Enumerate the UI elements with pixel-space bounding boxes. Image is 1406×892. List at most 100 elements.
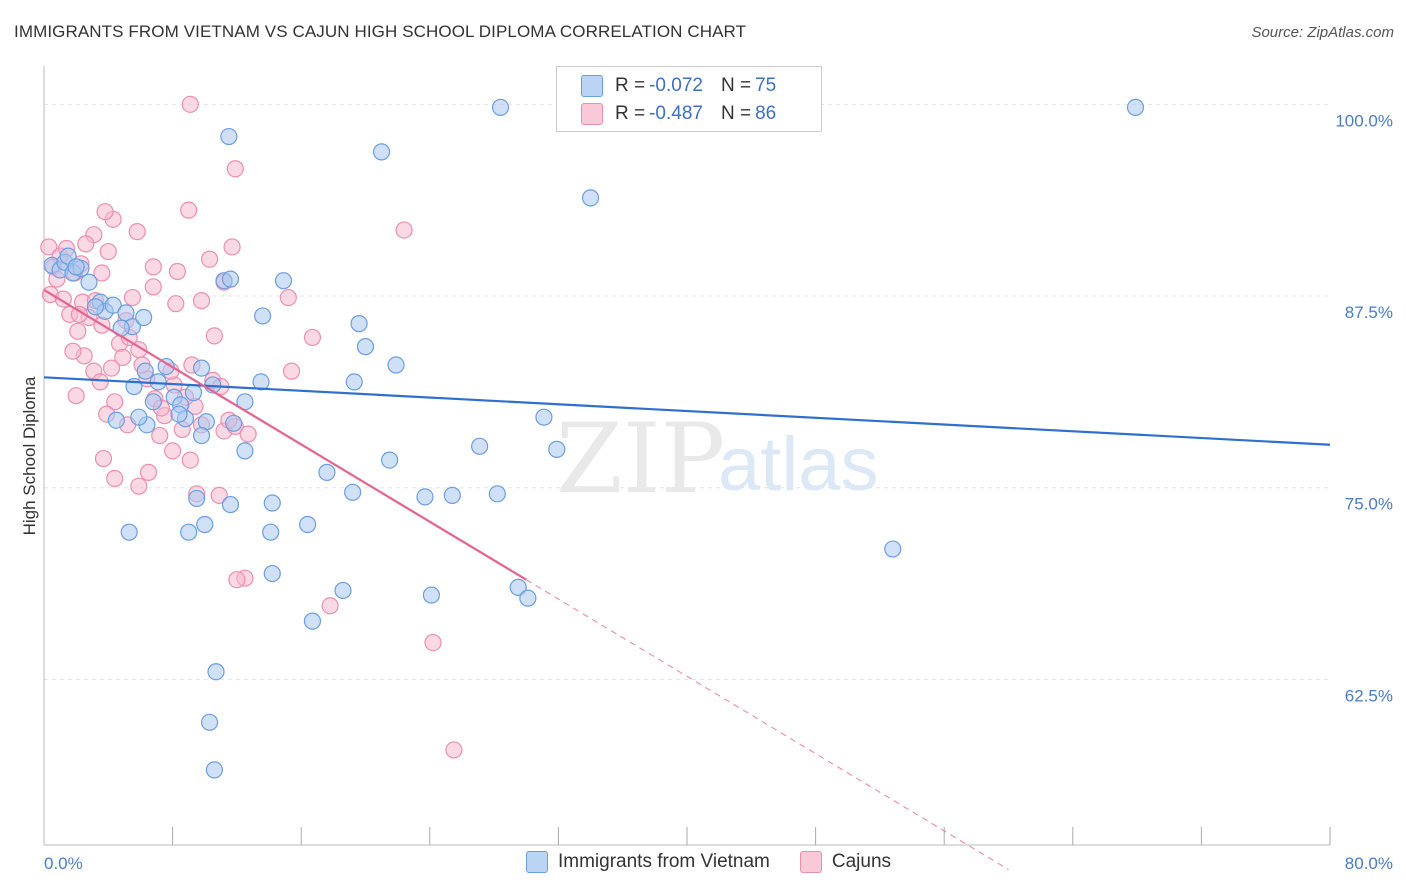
vietnam-point: [387, 356, 405, 374]
cajun-point: [69, 322, 87, 340]
cajun-point: [96, 203, 114, 221]
vietnam-point: [356, 338, 375, 356]
vietnam-point: [372, 143, 391, 161]
trend-lines: [43, 288, 1331, 871]
vietnam-point: [299, 515, 317, 534]
cajun-point: [77, 235, 95, 253]
vietnam-point: [491, 98, 510, 117]
legend-r-value: -0.072: [649, 75, 703, 96]
vietnam-point: [205, 761, 223, 779]
cajun-point: [64, 342, 82, 360]
vietnam-point: [157, 357, 175, 376]
vietnam-point: [120, 523, 138, 541]
cajun-point: [114, 348, 132, 366]
vietnam-point: [345, 373, 363, 391]
vietnam-point: [67, 258, 85, 276]
cajun-point: [210, 486, 228, 504]
vietnam-point: [220, 127, 238, 146]
cajun-point: [180, 201, 198, 219]
vietnam-point: [196, 515, 214, 534]
legend-n-label: N =: [720, 75, 752, 96]
vietnam-point: [86, 298, 105, 316]
cajun-trend-extension: [525, 579, 1009, 871]
cajun-point: [205, 327, 223, 345]
vietnam-point: [236, 442, 254, 460]
vietnam-point: [144, 393, 162, 411]
vietnam-trend-line: [43, 376, 1331, 446]
cajun-point: [144, 278, 162, 296]
cajun-point: [151, 426, 169, 445]
vietnam-point: [221, 495, 240, 514]
vietnam-points: [43, 98, 1145, 779]
cajun-point: [99, 242, 117, 261]
cajun-point: [139, 463, 158, 481]
vietnam-point: [104, 296, 122, 314]
vietnam-point: [184, 384, 203, 402]
cajun-point: [67, 387, 85, 405]
vietnam-point: [350, 315, 368, 333]
cajun-point: [226, 160, 244, 178]
cajun-point: [181, 451, 199, 469]
legend-item-vietnam[interactable]: Immigrants from Vietnam: [526, 851, 770, 873]
legend-item-cajuns[interactable]: Cajuns: [799, 851, 892, 873]
cajun-point: [228, 571, 246, 589]
legend-label-vietnam: Immigrants from Vietnam: [558, 851, 770, 872]
cajun-point: [279, 288, 297, 307]
cajun-point: [168, 262, 187, 281]
cajun-point: [181, 95, 199, 113]
cajun-point: [123, 288, 142, 307]
vietnam-point: [884, 540, 902, 558]
cajun-point: [282, 362, 301, 380]
cajun-point: [303, 328, 322, 347]
legend-n-value: 86: [755, 103, 777, 124]
cajun-point: [239, 425, 257, 443]
cajun-point: [106, 469, 124, 488]
x-tick-label: 0.0%: [44, 854, 83, 873]
cajun-point: [106, 393, 124, 411]
legend-row-cajuns: R = -0.487 N = 86: [581, 101, 776, 127]
vietnam-point: [170, 405, 188, 423]
legend-swatch-vietnam: [581, 75, 603, 97]
cajun-point: [144, 258, 162, 276]
legend-swatch-cajuns: [799, 851, 822, 873]
vietnam-point: [535, 408, 553, 426]
vietnam-point: [180, 523, 198, 541]
cajun-point: [223, 238, 241, 256]
vietnam-point: [303, 612, 322, 630]
vietnam-point: [263, 564, 281, 583]
cajun-point: [94, 449, 113, 468]
cajun-point: [167, 295, 185, 313]
y-axis-label: High School Diploma: [20, 376, 39, 535]
vietnam-point: [318, 463, 336, 481]
legend-n-label: N =: [720, 103, 752, 124]
cajun-point: [128, 223, 146, 241]
vietnam-point: [192, 426, 211, 445]
vietnam-point: [135, 308, 153, 327]
vietnam-point: [443, 486, 461, 504]
vietnam-point: [471, 437, 489, 455]
vietnam-point: [221, 270, 240, 288]
vietnam-point: [509, 578, 527, 596]
vietnam-point: [334, 581, 352, 600]
source-label: Source: ZipAtlas.com: [1251, 24, 1394, 41]
gridlines: [44, 103, 1330, 680]
cajun-point: [445, 741, 463, 759]
vietnam-point: [117, 304, 135, 322]
vietnam-point: [262, 523, 280, 541]
vietnam-point: [488, 485, 506, 503]
cajun-point: [192, 292, 211, 310]
series-legend: Immigrants from Vietnam Cajuns: [526, 851, 921, 873]
vietnam-point: [274, 272, 293, 290]
cajun-point: [93, 264, 111, 282]
cajun-point: [102, 359, 121, 377]
vietnam-point: [519, 589, 537, 607]
vietnam-point: [130, 408, 148, 426]
vietnam-point: [422, 586, 441, 604]
chart-title: IMMIGRANTS FROM VIETNAM VS CAJUN HIGH SC…: [14, 22, 747, 41]
legend-r-label: R =: [615, 75, 646, 96]
vietnam-point: [80, 273, 98, 291]
cajun-point: [40, 238, 58, 256]
legend-row-vietnam: R = -0.072 N = 75: [581, 73, 776, 99]
legend-label-cajuns: Cajuns: [831, 851, 892, 872]
